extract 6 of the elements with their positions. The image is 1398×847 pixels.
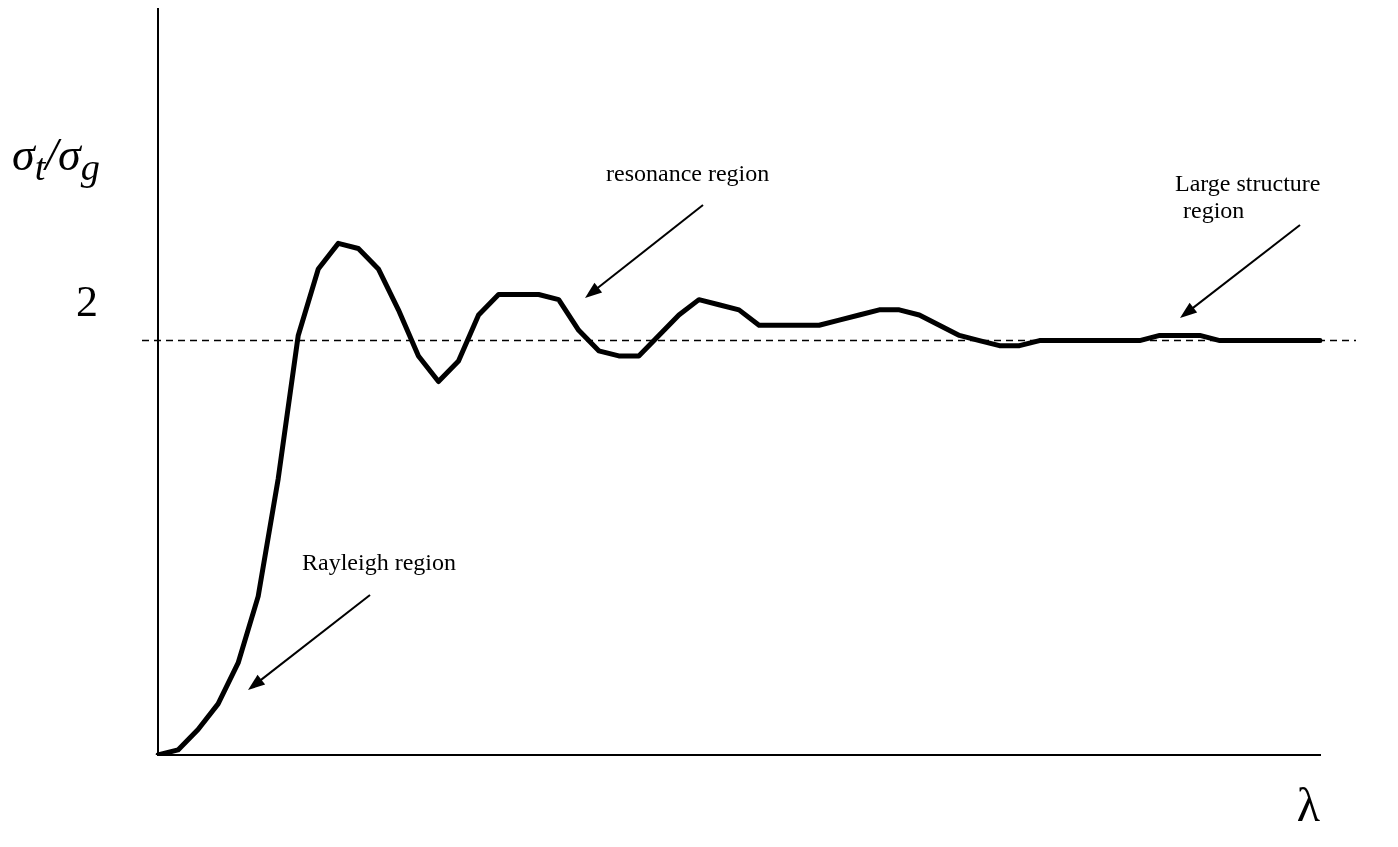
text: resonance region: [606, 160, 770, 187]
annotation: Rayleigh region: [302, 549, 456, 576]
text: Large structure region: [1175, 170, 1321, 224]
text: 2: [76, 276, 98, 326]
x-axis-title: λ: [1296, 777, 1321, 831]
y-axis-title: σ$_{t}$/σ$_{g}$: [12, 128, 100, 190]
